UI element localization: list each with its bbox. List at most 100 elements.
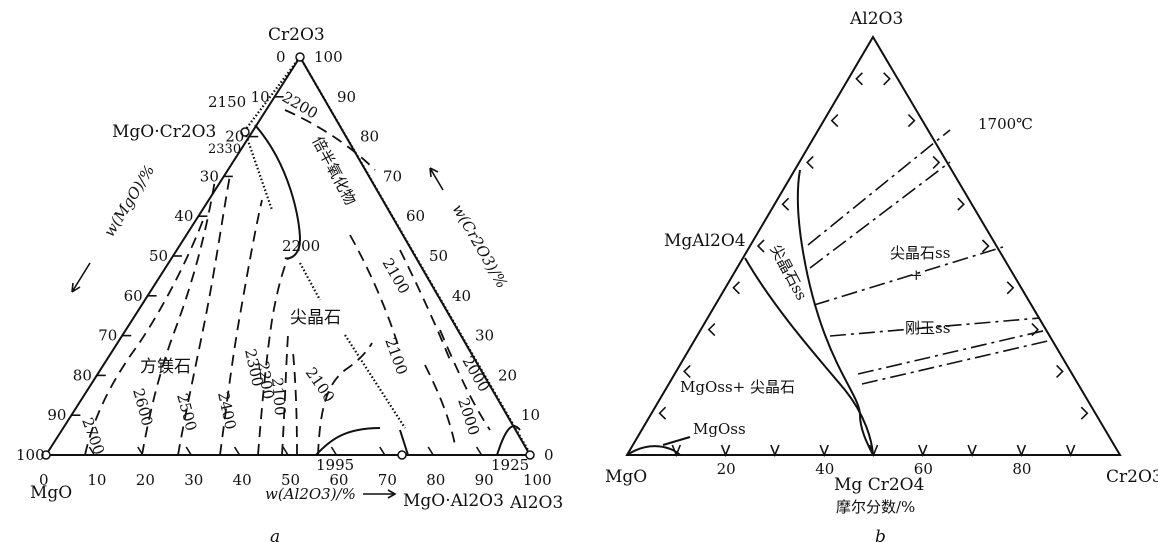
- tie-line-4: [829, 317, 1041, 337]
- tick-mark-b: [830, 114, 839, 128]
- isotherm-2100-low2: [317, 342, 373, 456]
- field-mgoss: MgOss: [693, 420, 746, 438]
- tick-mark-b: [932, 155, 941, 169]
- isotherm-2100-low: [292, 351, 298, 456]
- isotherm-2000-b: [424, 364, 456, 446]
- boundary-1925: [496, 425, 521, 456]
- tick-mark-b: [732, 281, 740, 295]
- compound-join-line: [399, 429, 409, 456]
- isotherm-2000-a: [439, 329, 491, 431]
- axis-title-bottom-a: w(Al2O3)/%: [265, 485, 356, 503]
- tick-label-bottom-a: 20: [136, 471, 155, 489]
- tick-mark-b-bottom: [868, 444, 879, 458]
- tick-mark-b: [1080, 406, 1089, 420]
- tick-label-right-a: 50: [429, 247, 448, 265]
- label-mgal2o4: MgAl2O4: [664, 231, 746, 251]
- axis-title-right-a: w(Cr2O3)/%: [449, 201, 512, 291]
- tick-label-right-a: 80: [360, 128, 379, 146]
- temp-2150: 2150: [208, 93, 246, 111]
- tick-mark-b: [907, 114, 916, 128]
- tick-label-right-a: 90: [337, 88, 356, 106]
- field-plus: +: [910, 266, 923, 284]
- tick-label-bottom-a: 70: [378, 471, 397, 489]
- isotherm-2500: [177, 174, 231, 456]
- hatch-middle: [299, 262, 321, 301]
- spinel-ss-boundary-right: [796, 169, 874, 456]
- tick-mark-b-bottom: [1016, 444, 1027, 458]
- label-mgo-cr2o3: MgO·Cr2O3: [112, 122, 216, 142]
- tick-mark-b-bottom: [967, 444, 977, 458]
- caption-b: b: [875, 527, 886, 542]
- tick-label-b: 20: [717, 460, 736, 478]
- tick-label-left-a: 30: [200, 167, 219, 185]
- tick-mark-bottom-a: [475, 446, 483, 456]
- temp-2100-low: 2100: [268, 377, 289, 417]
- tick-label-bottom-a: 50: [281, 471, 300, 489]
- tie-line-5: [857, 329, 1048, 375]
- temp-2100-a: 2100: [379, 255, 414, 297]
- tie-line-2: [809, 161, 951, 269]
- label-mgcr2o4: Mg Cr2O4: [834, 475, 924, 495]
- isotherm-2400: [219, 199, 263, 456]
- spinel-ss-boundary-left: [744, 257, 874, 456]
- isotherm-2600: [141, 179, 216, 456]
- label-1700: 1700℃: [978, 115, 1033, 133]
- arrow-left-a: [71, 262, 91, 293]
- caption-a: a: [270, 527, 280, 542]
- tick-mark-b-bottom: [770, 444, 780, 458]
- vertex-cr2o3-a: [295, 52, 305, 62]
- tick-label-left-a: 90: [47, 406, 66, 424]
- tick-label-bottom-a: 10: [87, 471, 106, 489]
- label-mgo-a: MgO: [30, 483, 72, 503]
- tick-label-bottom-a: 80: [426, 471, 445, 489]
- tie-line-3: [813, 246, 1004, 306]
- tick-mark-b-bottom: [671, 444, 682, 458]
- tick-label-bottom-a: 40: [233, 471, 252, 489]
- tick-label-b: 80: [1012, 460, 1031, 478]
- field-sesquioxide: 倍半氧化物: [308, 133, 359, 208]
- field-mgoss-spinel: MgOss+ 尖晶石: [680, 378, 795, 396]
- axis-title-b: 摩尔分数/%: [836, 498, 915, 516]
- hatch-cr-spinel: [243, 131, 274, 211]
- tick-label-left-a: 0: [276, 48, 286, 66]
- tick-label-b: 60: [914, 460, 933, 478]
- tick-label-left-a: 10: [251, 88, 270, 106]
- tick-mark-b-bottom: [1065, 444, 1076, 458]
- temp-2500: 2500: [173, 391, 200, 433]
- tick-label-right-a: 60: [406, 207, 425, 225]
- tick-label-bottom-a: 0: [39, 471, 49, 489]
- tick-label-right-a: 70: [383, 167, 402, 185]
- tie-line-6: [861, 339, 1053, 385]
- temp-2700: 2700: [78, 415, 108, 457]
- temp-2600: 2600: [129, 386, 156, 428]
- tick-mark-b: [981, 239, 990, 253]
- tick-mark-bottom-a: [185, 446, 192, 456]
- tick-label-left-a: 60: [124, 287, 143, 305]
- ticks-b: [658, 72, 1089, 458]
- tick-label-bottom-a: 30: [184, 471, 203, 489]
- isotherm-2100-a: [349, 234, 399, 346]
- hatch-lower: [344, 334, 406, 429]
- temp-1925: 1925: [491, 456, 529, 474]
- spinel-boundary-curve: [254, 124, 302, 260]
- temp-1995: 1995: [316, 456, 354, 474]
- field-corundum-ss: 刚玉ss: [905, 319, 950, 337]
- tick-label-right-a: 0: [544, 446, 554, 464]
- tick-mark-b: [756, 239, 765, 253]
- field-spinel-ss-plus: 尖晶石ss: [890, 244, 950, 262]
- isotherm-2200-top: [284, 109, 376, 171]
- tick-mark-b: [806, 155, 814, 169]
- field-spinel-a: 尖晶石: [290, 308, 341, 328]
- tick-label-b: 40: [815, 460, 834, 478]
- temp-2000-b: 2000: [454, 396, 483, 438]
- temp-2200-mid: 2200: [282, 237, 320, 255]
- tick-label-left-a: 50: [149, 247, 168, 265]
- label-al2o3-a: Al2O3: [509, 493, 563, 513]
- tick-label-left-a: 20: [225, 128, 244, 146]
- label-cr2o3-top: Cr2O3: [268, 25, 325, 45]
- tick-mark-b-bottom: [720, 444, 731, 458]
- tick-mark-b-bottom: [918, 444, 928, 458]
- tick-mark-b: [957, 197, 965, 211]
- temp-2330: 2330: [208, 142, 241, 157]
